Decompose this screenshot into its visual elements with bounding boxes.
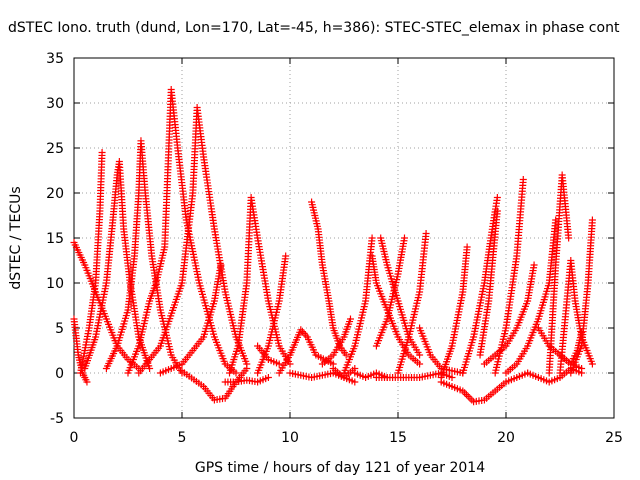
y-tick-label: 10 <box>46 276 64 292</box>
x-tick-label: 0 <box>70 430 79 446</box>
x-tick-label: 5 <box>178 430 187 446</box>
data-points <box>70 86 596 406</box>
y-axis-label: dSTEC / TECUs <box>8 186 24 289</box>
x-tick-label: 15 <box>389 430 407 446</box>
series-5 <box>124 86 240 377</box>
data-point <box>588 216 596 224</box>
data-point <box>300 329 308 337</box>
y-tick-label: 30 <box>46 96 64 112</box>
series-29 <box>476 207 501 359</box>
series-31 <box>491 176 527 377</box>
series-38 <box>567 216 596 377</box>
data-point <box>400 234 408 242</box>
chart-title: dSTEC Iono. truth (dund, Lon=170, Lat=-4… <box>8 20 620 36</box>
series-25 <box>416 324 467 377</box>
data-point <box>462 391 470 399</box>
y-tick-label: 5 <box>55 321 64 337</box>
data-point <box>286 360 294 368</box>
data-point <box>416 360 424 368</box>
series-11 <box>254 252 290 377</box>
data-point <box>368 234 376 242</box>
series-18 <box>340 234 376 377</box>
x-tick-label: 20 <box>497 430 515 446</box>
series-4 <box>102 137 186 377</box>
series-9 <box>221 374 272 386</box>
data-point <box>530 261 538 269</box>
x-tick-label: 10 <box>281 430 299 446</box>
data-point <box>416 351 424 359</box>
data-point <box>264 374 272 381</box>
data-point <box>552 216 560 224</box>
series-26 <box>437 369 532 406</box>
data-point <box>493 194 501 201</box>
data-point <box>565 234 573 242</box>
series-35 <box>545 171 573 377</box>
data-point <box>217 261 225 269</box>
data-point <box>342 351 350 359</box>
series-16 <box>318 315 354 368</box>
series-22 <box>372 234 408 350</box>
data-point <box>463 243 471 251</box>
y-tick-label: 35 <box>46 51 64 67</box>
series-15 <box>308 198 350 359</box>
data-point <box>466 394 474 402</box>
grid <box>74 58 614 418</box>
series-13 <box>275 326 337 377</box>
data-point <box>468 396 476 404</box>
data-point <box>232 369 240 377</box>
data-point <box>243 365 251 372</box>
y-tick-label: 15 <box>46 231 64 247</box>
data-point <box>464 392 472 400</box>
series-7 <box>156 261 225 377</box>
data-point <box>146 365 154 372</box>
series-23 <box>372 369 456 381</box>
series-24 <box>394 230 430 377</box>
series-20 <box>368 252 424 368</box>
series-30 <box>480 261 538 368</box>
data-point <box>578 365 586 372</box>
data-point <box>351 378 359 386</box>
series-10 <box>226 194 294 377</box>
y-tick-label: 0 <box>55 366 64 382</box>
series-3 <box>81 158 154 372</box>
series-32 <box>502 216 560 377</box>
data-point <box>493 207 501 215</box>
x-axis-label: GPS time / hours of day 121 of year 2014 <box>195 460 485 476</box>
data-point <box>519 176 527 183</box>
axis-ticks: 0 5 10 15 20 25 -5 0 5 10 15 20 25 30 35 <box>46 51 623 446</box>
data-point <box>83 378 91 386</box>
y-tick-label: -5 <box>50 411 64 427</box>
data-point <box>448 374 456 381</box>
series-8 <box>178 365 251 404</box>
x-tick-label: 25 <box>605 430 623 446</box>
data-point <box>282 252 290 260</box>
series-12 <box>254 342 283 368</box>
data-point <box>275 360 283 368</box>
data-point <box>588 360 596 368</box>
series-2 <box>76 149 106 377</box>
series-27 <box>437 243 471 381</box>
data-point <box>346 315 354 323</box>
data-point <box>422 230 430 237</box>
data-point <box>98 149 106 156</box>
y-tick-label: 20 <box>46 186 64 202</box>
y-tick-label: 25 <box>46 141 64 157</box>
